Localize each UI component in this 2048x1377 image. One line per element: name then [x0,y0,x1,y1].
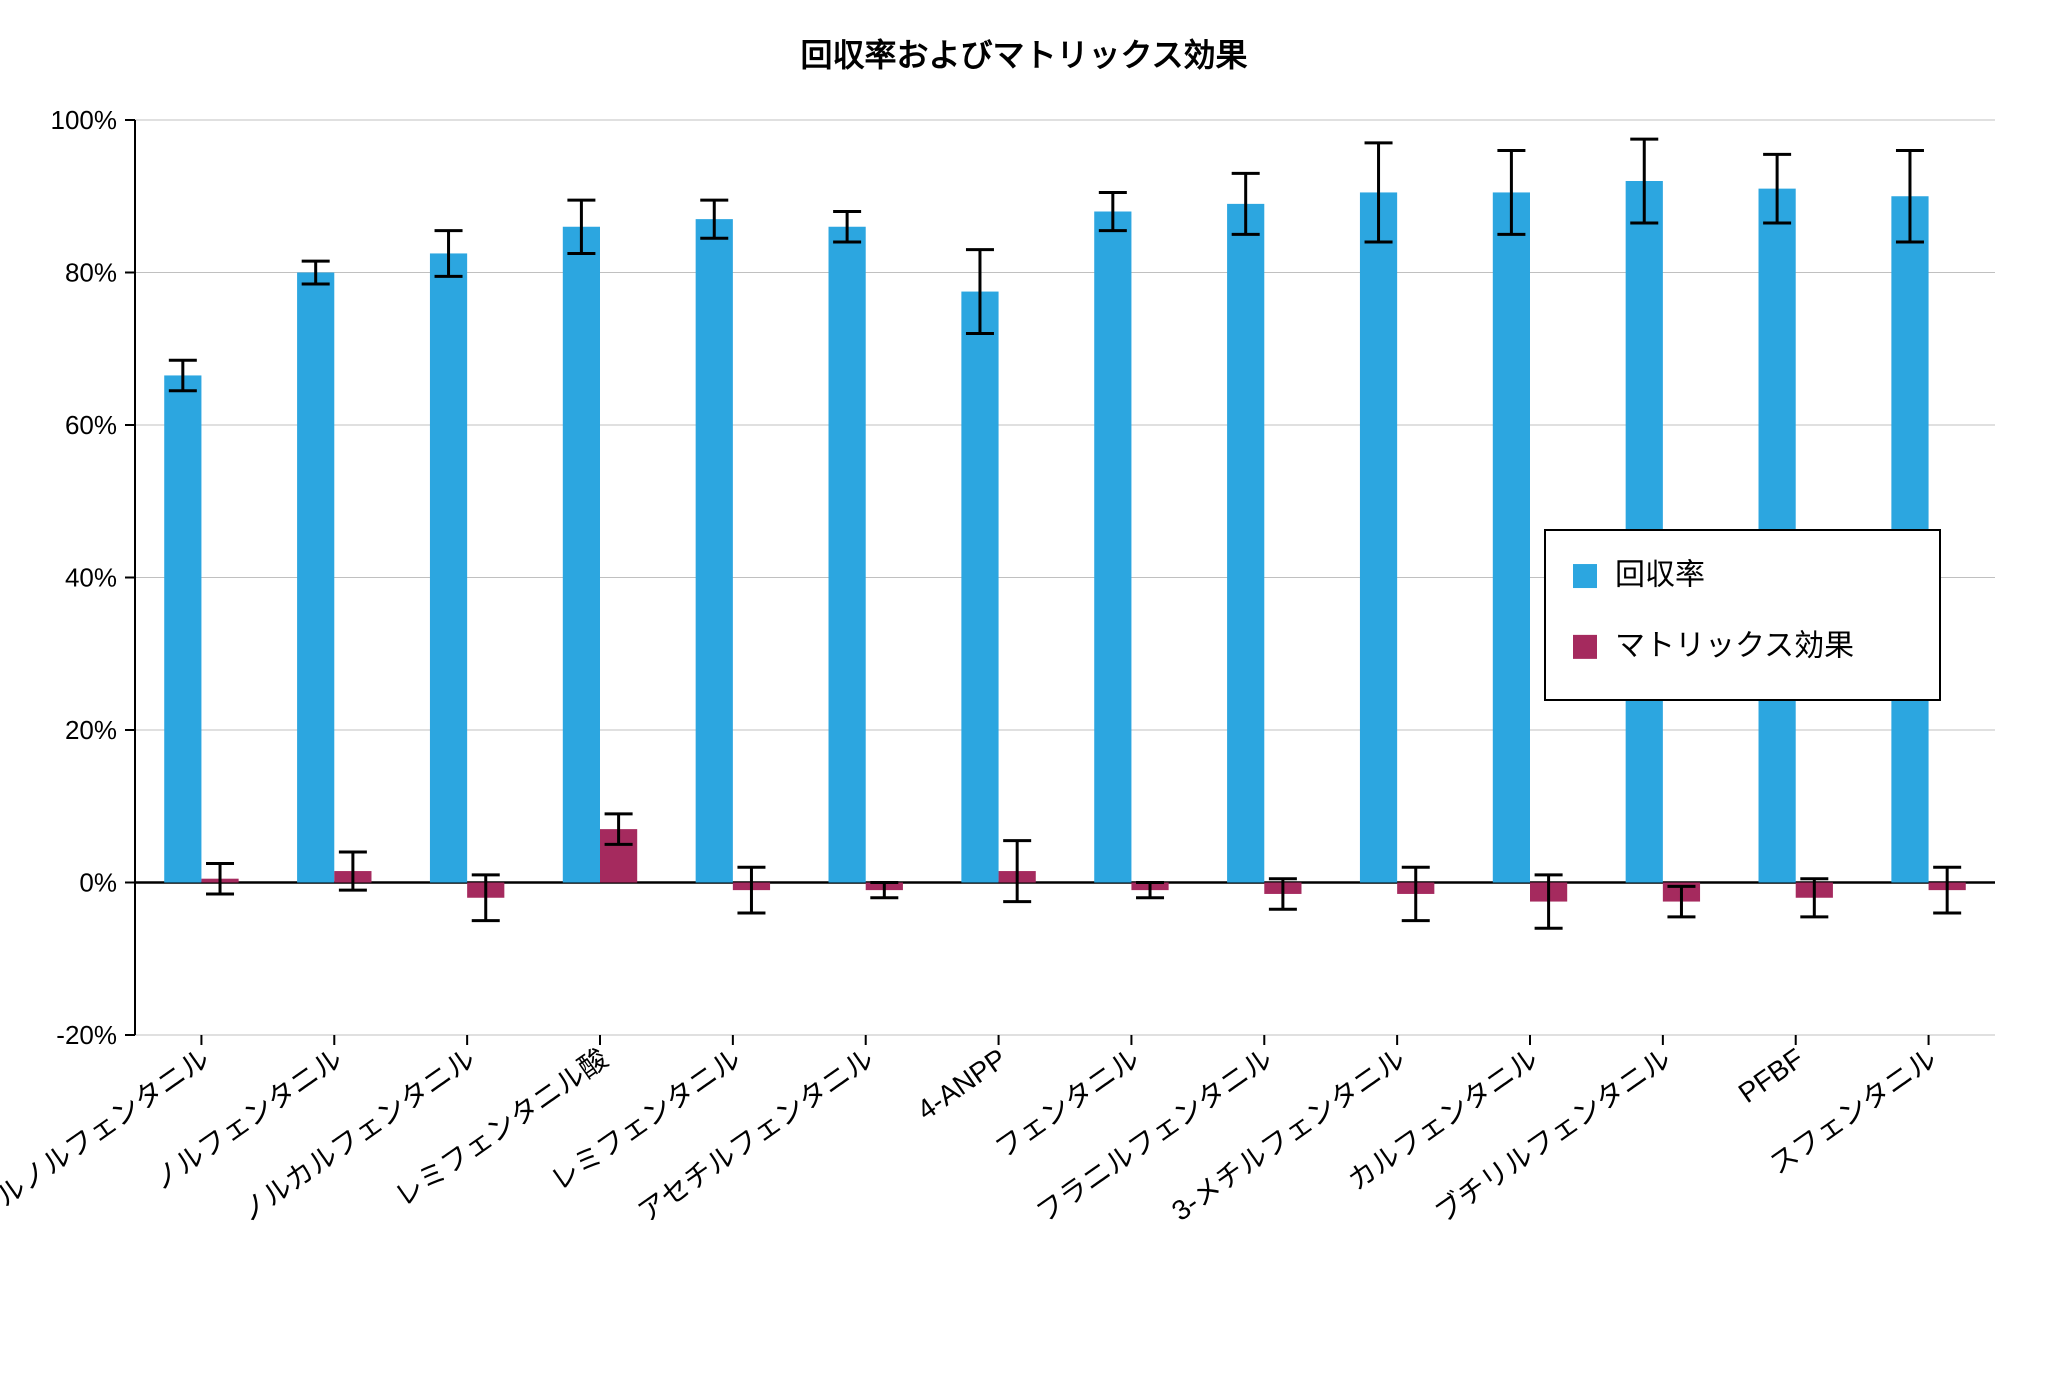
x-category-label: フラニルフェンタニル [1031,1043,1278,1229]
chart-svg: -20%0%20%40%60%80%100%アセチルノルフェンタニルノルフェンタ… [0,0,2048,1377]
bar [961,292,998,883]
y-tick-label: 0% [79,868,117,898]
y-tick-label: 60% [65,410,117,440]
legend-box [1545,530,1940,700]
legend-swatch [1573,635,1597,659]
bar [430,253,467,882]
x-category-label: 3-メチルフェンタニル [1166,1043,1411,1227]
x-category-label: アセチルフェンタニル [632,1043,879,1229]
y-tick-label: 100% [51,105,118,135]
x-category-label: ノルカルフェンタニル [234,1043,480,1229]
bar [696,219,733,882]
y-tick-label: -20% [56,1020,117,1050]
y-tick-label: 40% [65,563,117,593]
x-category-label: 4-ANPP [911,1043,1012,1126]
bar [563,227,600,883]
x-category-label: レミフェンタニル酸 [389,1043,613,1213]
bar [164,375,201,882]
legend-swatch [1573,564,1597,588]
chart-container: 回収率およびマトリックス効果 -20%0%20%40%60%80%100%アセチ… [0,0,2048,1377]
bar [1227,204,1264,883]
x-category-label: PFBF [1733,1043,1809,1109]
legend-label: 回収率 [1615,558,1705,591]
legend-label: マトリックス効果 [1615,629,1854,662]
bar [829,227,866,883]
bar [297,273,334,883]
y-tick-label: 80% [65,258,117,288]
bar [1360,192,1397,882]
bar [1094,212,1131,883]
y-tick-label: 20% [65,715,117,745]
bar [1493,192,1530,882]
x-category-label: ブチリルフェンタニル [1429,1043,1676,1229]
